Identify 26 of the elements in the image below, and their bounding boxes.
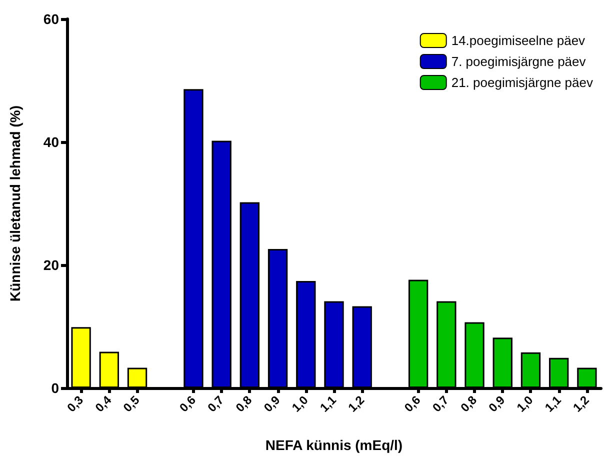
x-tick-label: 0,6 (402, 392, 424, 415)
legend-label: 14.poegimiseelne päev (451, 33, 586, 48)
x-tick-label: 0,7 (204, 392, 227, 415)
x-tick-label: 0,6 (176, 392, 199, 415)
x-tick-label: 1,2 (345, 392, 368, 415)
x-tick-label: 1,0 (289, 392, 312, 415)
x-axis-title: NEFA künnis (mEq/l) (265, 437, 403, 453)
x-tick-label: 1,0 (514, 392, 536, 415)
y-tick-label: 40 (43, 134, 60, 150)
legend-label: 7. poegimisjärgne päev (451, 54, 586, 69)
x-tick-label: 0,5 (120, 392, 142, 415)
legend-label: 21. poegimisjärgne päev (451, 75, 594, 90)
y-tick-label: 60 (43, 11, 60, 27)
y-axis-title: Künnise ületanud lehmad (%) (7, 105, 23, 302)
x-tick-label: 0,4 (92, 392, 114, 415)
x-tick-label: 1,2 (570, 392, 592, 415)
x-tick-label: 0,9 (261, 392, 283, 415)
x-tick-label: 0,8 (458, 392, 480, 415)
x-tick-label: 1,1 (317, 392, 340, 415)
x-tick-label: 0,7 (430, 392, 452, 415)
y-tick-label: 20 (43, 257, 60, 273)
x-tick-label: 1,1 (542, 392, 564, 415)
y-tick-label: 0 (51, 380, 60, 396)
x-tick-label: 0,8 (232, 392, 255, 415)
x-tick-label: 0,9 (486, 392, 508, 415)
x-tick-label: 0,3 (64, 392, 86, 415)
